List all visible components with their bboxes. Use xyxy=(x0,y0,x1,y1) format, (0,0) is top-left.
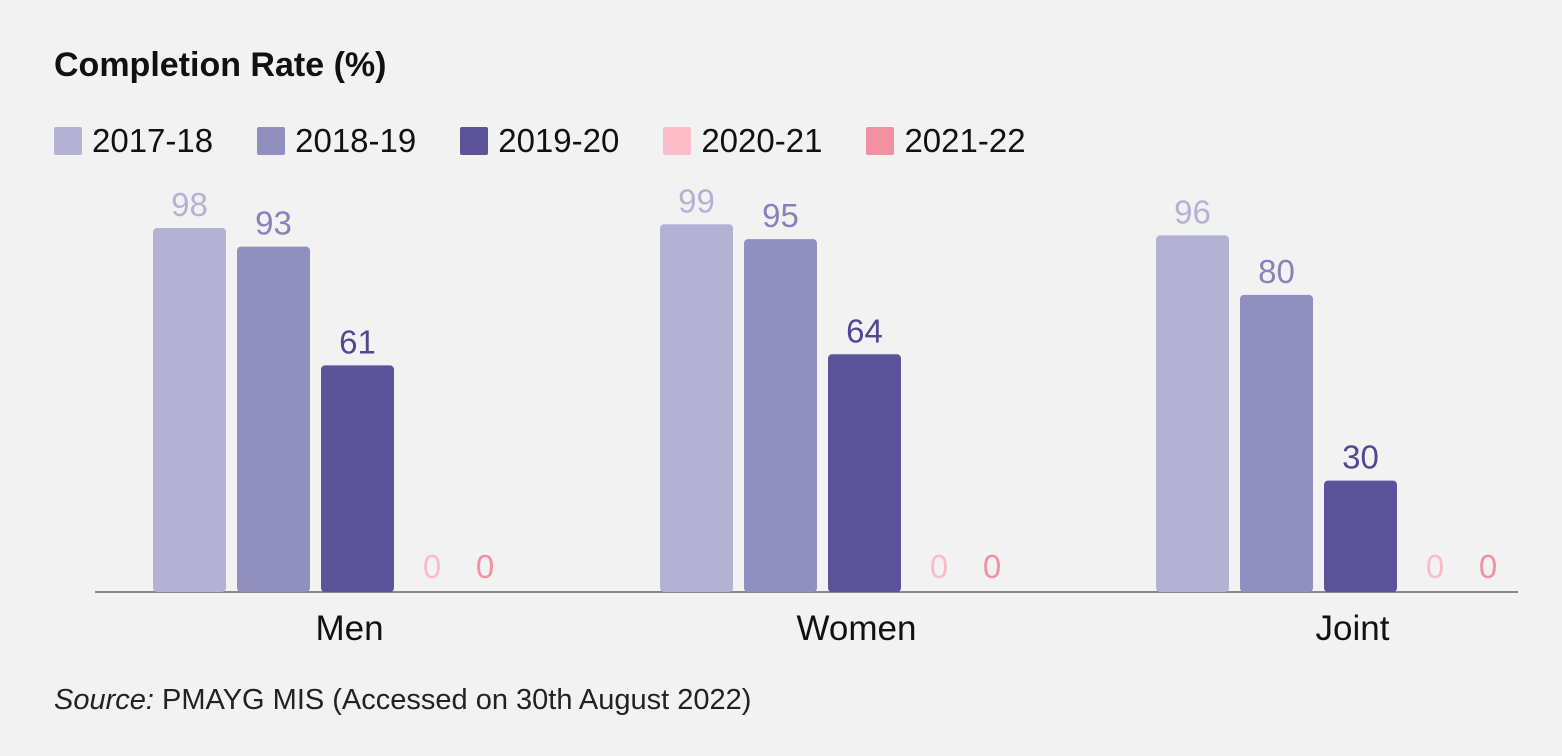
data-label-joint-2020-21: 0 xyxy=(1426,548,1444,585)
source-note: Source: PMAYG MIS (Accessed on 30th Augu… xyxy=(54,684,751,717)
legend-label: 2017-18 xyxy=(92,122,214,159)
data-label-men-2020-21: 0 xyxy=(423,548,441,585)
source-text: PMAYG MIS (Accessed on 30th August 2022) xyxy=(153,684,752,716)
data-label-women-2021-22: 0 xyxy=(983,548,1001,585)
category-label-women: Women xyxy=(797,609,917,648)
data-label-women-2018-19: 95 xyxy=(762,197,799,234)
legend-swatch xyxy=(257,127,286,155)
data-label-joint-2018-19: 80 xyxy=(1258,253,1295,290)
bar-men-2018-19 xyxy=(237,246,310,593)
data-label-joint-2017-18: 96 xyxy=(1174,193,1211,230)
data-label-women-2017-18: 99 xyxy=(678,182,715,219)
bar-women-2019-20 xyxy=(828,354,901,592)
data-label-joint-2019-20: 30 xyxy=(1342,439,1379,476)
legend-item-2020-21: 2020-21 xyxy=(663,122,822,160)
legend-label: 2020-21 xyxy=(701,122,823,159)
category-label-men: Men xyxy=(315,609,383,648)
legend-swatch xyxy=(866,127,895,155)
legend-item-2018-19: 2018-19 xyxy=(257,122,416,160)
category-label-joint: Joint xyxy=(1316,609,1390,648)
bar-joint-2018-19 xyxy=(1240,294,1313,592)
legend-item-2021-22: 2021-22 xyxy=(866,122,1026,160)
data-label-women-2020-21: 0 xyxy=(930,548,948,585)
bar-men-2017-18 xyxy=(153,228,226,592)
bar-women-2017-18 xyxy=(660,224,733,593)
legend-swatch xyxy=(663,127,692,155)
data-label-men-2021-22: 0 xyxy=(476,548,494,585)
data-label-joint-2021-22: 0 xyxy=(1479,548,1497,585)
bar-women-2018-19 xyxy=(744,239,817,592)
chart-title: Completion Rate (%) xyxy=(54,46,387,84)
legend-label: 2021-22 xyxy=(904,122,1026,159)
legend-swatch xyxy=(54,127,82,155)
data-label-men-2017-18: 98 xyxy=(171,186,208,223)
legend-label: 2018-19 xyxy=(295,122,417,159)
legend-item-2017-18: 2017-18 xyxy=(54,122,213,160)
data-label-women-2019-20: 64 xyxy=(846,312,883,349)
legend-label: 2019-20 xyxy=(498,122,620,159)
legend-item-2019-20: 2019-20 xyxy=(460,122,619,160)
data-label-men-2019-20: 61 xyxy=(339,323,376,360)
bar-joint-2019-20 xyxy=(1324,480,1397,592)
data-label-men-2018-19: 93 xyxy=(255,205,292,242)
legend-swatch xyxy=(460,127,489,155)
legend: 2017-18 2018-19 2019-20 2020-21 2021-22 xyxy=(54,122,1070,160)
source-prefix: Source: xyxy=(54,684,154,716)
bar-joint-2017-18 xyxy=(1156,235,1229,592)
bar-men-2019-20 xyxy=(321,365,394,592)
